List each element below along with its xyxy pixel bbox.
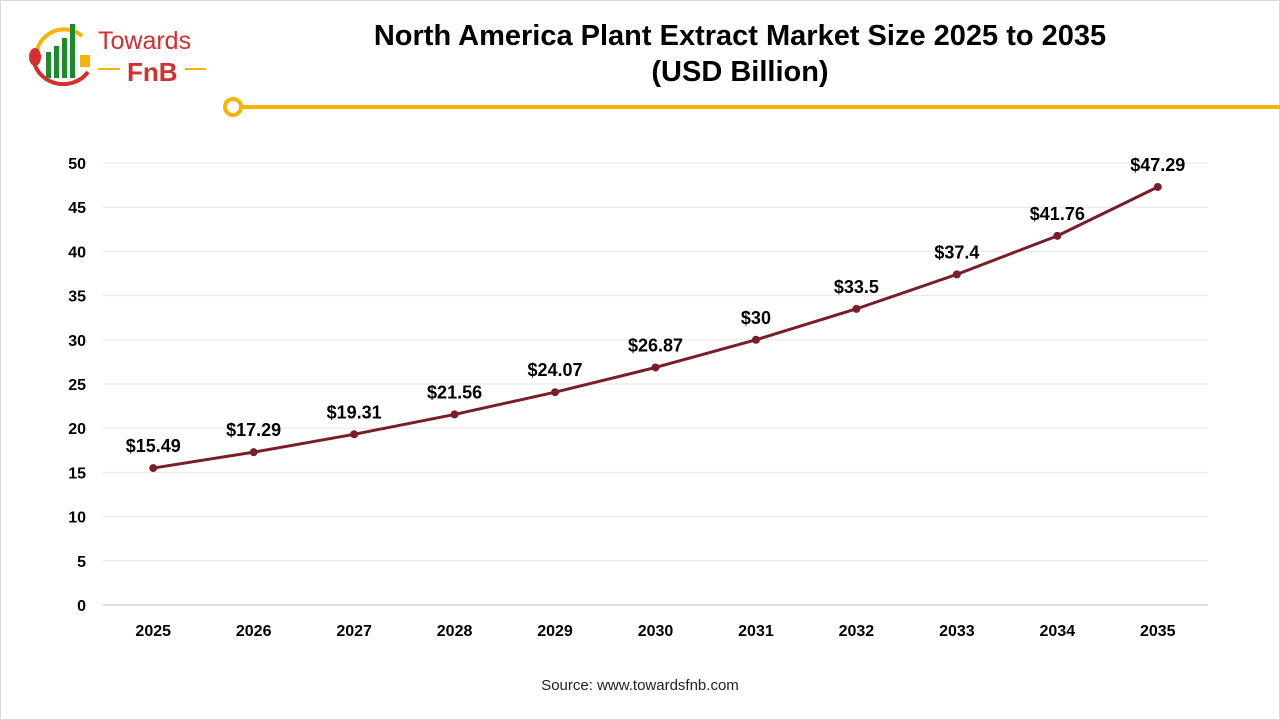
- x-tick-label: 2033: [939, 623, 975, 640]
- y-tick-label: 10: [68, 510, 86, 527]
- chart-title: North America Plant Extract Market Size …: [300, 18, 1180, 90]
- source-note: Source: www.towardsfnb.com: [541, 677, 739, 694]
- x-tick-label: 2030: [638, 623, 674, 640]
- y-tick-label: 20: [68, 421, 86, 438]
- data-label: $41.76: [1030, 204, 1085, 224]
- title-line: North America Plant Extract Market Size …: [373, 20, 1107, 52]
- x-tick-label: 2034: [1040, 623, 1076, 640]
- data-point: [751, 335, 760, 344]
- data-point: [1153, 182, 1162, 191]
- svg-text:Towards: Towards: [98, 27, 191, 55]
- x-tick-label: 2032: [839, 623, 875, 640]
- data-label: $24.07: [528, 360, 583, 380]
- data-label: $21.56: [427, 382, 482, 402]
- x-tick-label: 2031: [738, 623, 774, 640]
- x-tick-label: 2026: [236, 623, 272, 640]
- y-tick-label: 40: [68, 244, 86, 261]
- data-point: [1053, 231, 1062, 240]
- y-tick-label: 45: [68, 200, 86, 217]
- data-point: [952, 270, 961, 279]
- data-label: $15.49: [126, 436, 181, 456]
- data-point: [852, 304, 861, 313]
- data-point: [149, 464, 158, 473]
- data-label: $47.29: [1130, 155, 1185, 175]
- data-label: $37.4: [934, 242, 979, 262]
- y-tick-label: 5: [77, 554, 86, 571]
- data-point: [651, 363, 660, 372]
- data-label: $33.5: [834, 277, 879, 297]
- header-accent-line: [223, 97, 1280, 117]
- data-point: [249, 448, 258, 457]
- svg-text:FnB: FnB: [127, 57, 178, 87]
- data-label: $17.29: [226, 420, 281, 440]
- data-point: [450, 410, 459, 419]
- logo: Towards FnB: [29, 24, 206, 87]
- data-label: $30: [741, 308, 771, 328]
- x-tick-label: 2029: [537, 623, 573, 640]
- y-tick-label: 0: [77, 598, 86, 615]
- x-tick-label: 2025: [135, 623, 171, 640]
- x-tick-label: 2027: [336, 623, 372, 640]
- data-label: $19.31: [327, 402, 382, 422]
- y-tick-label: 35: [68, 289, 86, 306]
- y-tick-label: 30: [68, 333, 86, 350]
- x-tick-label: 2028: [437, 623, 473, 640]
- subtitle-line: (USD Billion): [651, 56, 829, 88]
- data-point: [551, 388, 560, 397]
- y-tick-label: 25: [68, 377, 86, 394]
- y-tick-label: 15: [68, 465, 86, 482]
- y-tick-label: 50: [68, 156, 86, 173]
- series-line: [152, 185, 1159, 470]
- data-point: [350, 430, 359, 439]
- data-label: $26.87: [628, 335, 683, 355]
- x-tick-label: 2035: [1140, 623, 1176, 640]
